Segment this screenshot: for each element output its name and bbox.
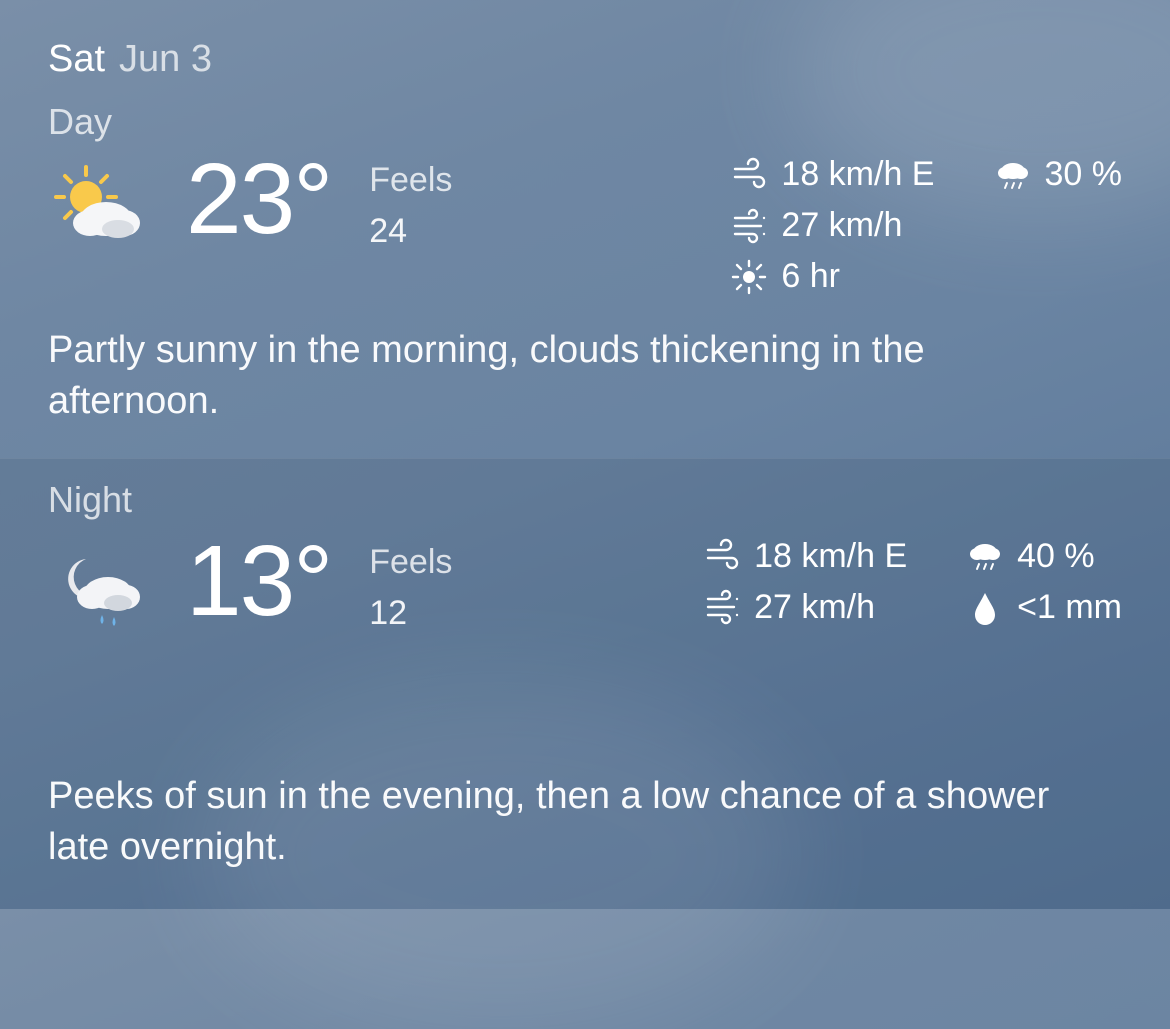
night-feels-label: Feels [369, 537, 452, 588]
night-feels-value: 12 [369, 588, 452, 639]
night-precip-chance-stat: 40 % [967, 537, 1122, 576]
partly-sunny-icon [48, 157, 148, 257]
day-sunhours-value: 6 hr [781, 257, 840, 296]
rain-cloud-icon [995, 157, 1031, 193]
day-gust-stat: 27 km/h [731, 206, 934, 245]
day-description: Partly sunny in the morning, clouds thic… [48, 325, 1098, 428]
day-sunhours-stat: 6 hr [731, 257, 934, 296]
night-gust-stat: 27 km/h [704, 588, 907, 627]
day-feels-value: 24 [369, 206, 452, 257]
period-day: Day [0, 81, 1170, 458]
date-row: Sat Jun 3 [0, 0, 1170, 81]
day-precip-chance-stat: 30 % [995, 155, 1123, 194]
gust-icon [704, 589, 740, 625]
night-temperature: 13° [186, 531, 331, 631]
night-gust-value: 27 km/h [754, 588, 875, 627]
period-label-day: Day [48, 101, 1122, 143]
night-wind-stat: 18 km/h E [704, 537, 907, 576]
night-precip-chance-value: 40 % [1017, 537, 1095, 576]
gust-icon [731, 208, 767, 244]
weather-card: Sat Jun 3 Day [0, 0, 1170, 909]
day-feels-block: Feels 24 [369, 155, 452, 257]
day-main-row: 23° Feels 24 18 km/h E [48, 149, 1122, 299]
wind-icon [704, 538, 740, 574]
day-gust-value: 27 km/h [781, 206, 902, 245]
night-main-row: 13° Feels 12 18 km/h E [48, 531, 1122, 681]
night-precip-amount-value: <1 mm [1017, 588, 1122, 627]
night-wind-value: 18 km/h E [754, 537, 907, 576]
date-month-day: Jun 3 [119, 38, 212, 81]
sun-icon [731, 259, 767, 295]
night-feels-block: Feels 12 [369, 537, 452, 639]
date-weekday: Sat [48, 38, 105, 81]
period-night: Night [0, 458, 1170, 909]
period-label-night: Night [48, 479, 1122, 521]
day-feels-label: Feels [369, 155, 452, 206]
droplet-icon [967, 589, 1003, 625]
day-temperature: 23° [186, 149, 331, 249]
night-description: Peeks of sun in the evening, then a low … [48, 771, 1098, 874]
night-precip-amount-stat: <1 mm [967, 588, 1122, 627]
day-stats: 18 km/h E 27 km/h [731, 155, 1122, 296]
rain-cloud-icon [967, 538, 1003, 574]
night-stats: 18 km/h E 27 km/h [704, 537, 1122, 627]
day-precip-chance-value: 30 % [1045, 155, 1123, 194]
day-wind-stat: 18 km/h E [731, 155, 934, 194]
wind-icon [731, 157, 767, 193]
day-wind-value: 18 km/h E [781, 155, 934, 194]
night-cloud-shower-icon [48, 539, 148, 639]
